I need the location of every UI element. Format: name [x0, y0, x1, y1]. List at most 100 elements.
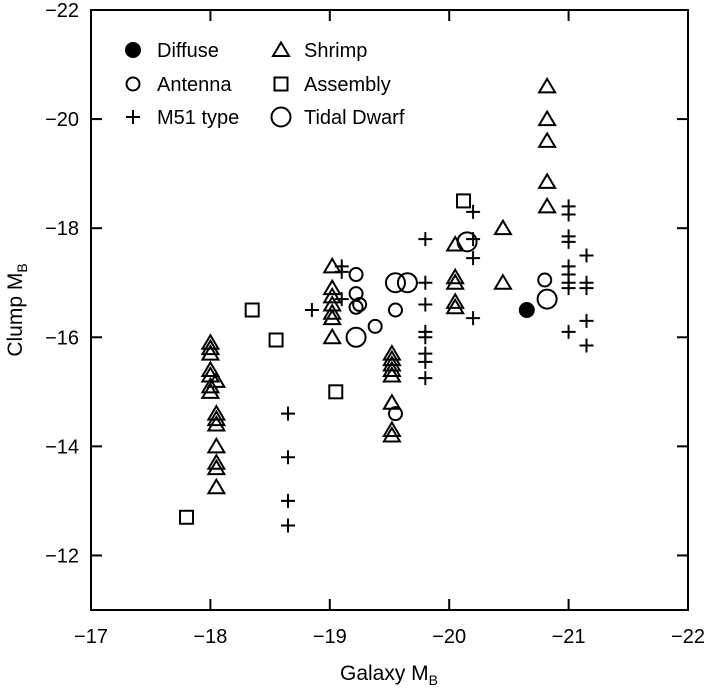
legend-item-tidal-dwarf: Tidal Dwarf — [270, 106, 405, 129]
x-tick-label: −22 — [671, 626, 705, 648]
point-shrimp — [445, 235, 465, 252]
legend-marker-m51-type — [126, 110, 140, 124]
point-antenna — [537, 272, 553, 288]
point-shrimp — [206, 477, 227, 495]
point-shrimp — [537, 109, 557, 127]
point-m51-type — [466, 251, 481, 266]
point-m51-type — [418, 354, 433, 369]
point-shrimp — [382, 420, 402, 437]
point-m51-type — [561, 234, 576, 249]
point-shrimp — [537, 172, 557, 189]
point-tidal-dwarf — [456, 231, 478, 253]
point-m51-type — [418, 297, 433, 312]
point-assembly — [244, 302, 260, 318]
y-tick-label: −12 — [45, 545, 79, 567]
point-shrimp — [445, 267, 465, 285]
point-m51-type — [466, 311, 481, 326]
x-tick-label: −21 — [552, 626, 586, 648]
point-assembly — [328, 384, 344, 400]
legend-item-m51-type: M51 type — [126, 107, 239, 129]
point-shrimp — [200, 365, 221, 383]
legend-item-diffuse: Diffuse — [125, 40, 219, 62]
point-shrimp — [200, 338, 221, 356]
x-tick-label: −20 — [432, 626, 466, 648]
point-shrimp — [322, 303, 342, 320]
point-m51-type — [281, 450, 296, 465]
point-shrimp — [445, 297, 465, 315]
point-m51-type — [579, 248, 594, 263]
x-tick-label: −18 — [193, 626, 227, 648]
series-assembly — [179, 193, 472, 525]
point-antenna — [387, 302, 403, 318]
series-antenna — [348, 267, 553, 422]
point-assembly — [456, 193, 472, 209]
series-tidal-dwarf — [345, 231, 558, 348]
legend-label: Tidal Dwarf — [304, 107, 405, 129]
series-m51-type — [281, 199, 594, 533]
y-tick-label: −22 — [45, 0, 79, 22]
point-m51-type — [561, 324, 576, 339]
legend: Diffuse Antenna M51 type Shrimp Assembly Tida… — [125, 40, 405, 129]
point-m51-type — [418, 330, 433, 345]
point-shrimp — [382, 349, 402, 367]
point-m51-type — [579, 313, 594, 328]
point-shrimp — [493, 273, 513, 290]
point-m51-type — [561, 207, 576, 222]
point-shrimp — [200, 333, 221, 350]
point-tidal-dwarf — [396, 272, 418, 294]
point-shrimp — [206, 415, 227, 432]
point-antenna — [348, 299, 364, 315]
series-diffuse — [518, 302, 535, 318]
x-axis-label: Galaxy MB — [340, 662, 438, 688]
point-shrimp — [382, 393, 402, 410]
legend-marker-diffuse — [125, 42, 141, 58]
point-shrimp — [206, 404, 227, 421]
point-shrimp — [493, 218, 513, 236]
point-m51-type — [334, 292, 349, 307]
point-shrimp — [200, 382, 221, 399]
legend-marker-tidal-dwarf — [270, 106, 292, 128]
y-axis-label: Clump MB — [4, 263, 30, 356]
point-shrimp — [537, 196, 557, 214]
point-m51-type — [561, 281, 576, 296]
point-shrimp — [445, 292, 465, 309]
point-shrimp — [382, 360, 402, 377]
point-shrimp — [200, 376, 221, 394]
legend-marker-assembly — [273, 76, 289, 92]
legend-label: Shrimp — [304, 40, 367, 62]
y-tick-label: −18 — [45, 218, 79, 240]
point-shrimp — [206, 458, 227, 476]
point-m51-type — [579, 338, 594, 353]
point-m51-type — [304, 303, 319, 317]
point-shrimp — [206, 409, 227, 427]
x-tick-label: −17 — [74, 626, 108, 648]
point-shrimp — [206, 436, 227, 454]
point-m51-type — [418, 275, 433, 290]
y-tick-label: −20 — [45, 109, 79, 131]
point-m51-type — [418, 371, 433, 386]
legend-marker-antenna — [125, 76, 141, 92]
point-antenna — [387, 406, 403, 422]
point-shrimp — [206, 371, 227, 388]
axis-ticks: −17 −18 −19 −20 −21 −22 −12 −14 −16 −18 −20 −22 — [45, 0, 705, 648]
point-m51-type — [281, 406, 296, 421]
legend-label: Diffuse — [157, 40, 219, 62]
point-diffuse — [518, 302, 535, 318]
y-tick-label: −14 — [45, 436, 79, 458]
point-m51-type — [418, 232, 433, 247]
point-shrimp — [382, 425, 402, 443]
point-antenna — [367, 318, 383, 334]
point-tidal-dwarf — [384, 272, 406, 294]
point-assembly — [179, 509, 195, 525]
point-shrimp — [382, 355, 402, 372]
point-shrimp — [206, 453, 227, 470]
point-m51-type — [281, 493, 296, 508]
legend-marker-shrimp — [271, 40, 291, 57]
point-m51-type — [466, 204, 481, 219]
legend-label: M51 type — [157, 107, 239, 129]
point-shrimp — [537, 76, 557, 94]
data-points — [179, 76, 594, 533]
plot-frame — [90, 9, 689, 611]
point-tidal-dwarf — [345, 326, 367, 348]
legend-item-antenna: Antenna — [125, 74, 232, 96]
